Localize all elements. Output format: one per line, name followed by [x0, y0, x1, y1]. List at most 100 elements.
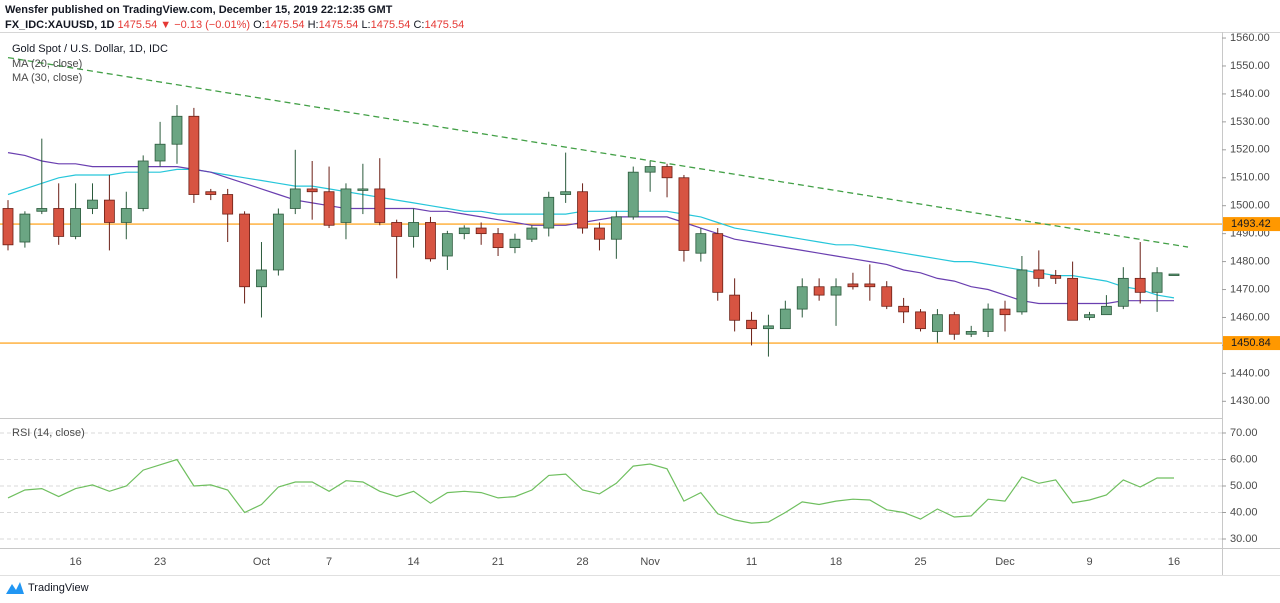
last-price: 1475.54 — [117, 19, 157, 31]
candle-body — [357, 188, 369, 191]
candle-body — [19, 213, 31, 243]
candle-body — [408, 222, 419, 237]
candle-body — [729, 294, 741, 321]
candle-body — [779, 308, 791, 330]
legend-entry: MA (30, close) — [12, 72, 82, 84]
x-tick-label: 7 — [326, 556, 332, 568]
rsi-line — [7, 458, 1174, 524]
y-tick-label: 50.00 — [1230, 480, 1258, 492]
candle-body — [1168, 273, 1180, 276]
x-tick-label: 18 — [830, 556, 842, 568]
author: Wensfer published on TradingView.com, De… — [5, 4, 393, 16]
y-tick-label: 60.00 — [1230, 453, 1258, 465]
candle-body — [560, 191, 572, 195]
candle-body — [864, 283, 876, 288]
y-tick-label: 40.00 — [1230, 506, 1258, 518]
level-label: 1450.84 — [1231, 337, 1271, 349]
level-label-bg — [1223, 336, 1280, 351]
candle-body — [70, 208, 81, 237]
candle-body — [103, 199, 115, 223]
candle-body — [830, 286, 842, 296]
candle-body — [425, 222, 436, 260]
candle-body — [594, 227, 605, 240]
candle-body — [120, 208, 132, 223]
y-tick-label: 1550.00 — [1230, 60, 1270, 72]
y-tick-label: 1530.00 — [1230, 116, 1270, 128]
x-tick-label: 16 — [69, 556, 81, 568]
y-tick-label: 1440.00 — [1230, 367, 1270, 379]
candle-body — [475, 227, 487, 235]
candle-body — [340, 188, 352, 223]
ohlc-value: 1475.54 — [265, 19, 305, 31]
x-tick-label: 21 — [492, 556, 504, 568]
x-tick-label: Dec — [995, 556, 1015, 568]
candle-body — [1084, 314, 1095, 318]
candle-body — [678, 177, 690, 251]
y-tick-label: 1460.00 — [1230, 311, 1270, 323]
y-tick-label: 1520.00 — [1230, 144, 1270, 156]
candle-body — [1151, 272, 1163, 293]
chart-title: Gold Spot / U.S. Dollar, 1D, IDC — [12, 43, 168, 55]
x-tick-label: 25 — [914, 556, 926, 568]
candle-body — [272, 213, 284, 271]
candle-body — [881, 286, 893, 307]
candle-body — [306, 188, 318, 193]
candle-body — [982, 308, 994, 332]
candle-body — [256, 269, 267, 288]
candle-body — [695, 233, 707, 254]
quote-line: FX_IDC:XAUUSD, 1D 1475.54 ▼ −0.13 (−0.01… — [5, 19, 464, 31]
change: −0.13 (−0.01%) — [174, 19, 250, 31]
indicator-title: RSI (14, close) — [12, 427, 85, 439]
symbol: FX_IDC:XAUUSD, 1D — [5, 19, 114, 31]
candle-body — [441, 233, 453, 257]
candle-body — [999, 308, 1011, 316]
candle-body — [171, 115, 183, 145]
ohlc-value: 1475.54 — [424, 19, 464, 31]
candle-body — [1050, 275, 1062, 279]
ohlc-label: H: — [308, 19, 319, 31]
trend-line — [7, 56, 1189, 248]
candle-body — [898, 305, 910, 313]
candle-body — [543, 196, 555, 229]
candle-body — [289, 188, 301, 209]
brand: TradingView — [28, 582, 89, 594]
candle-body — [1117, 277, 1129, 307]
candle-body — [53, 208, 65, 237]
candle-body — [323, 191, 335, 226]
y-tick-label: 30.00 — [1230, 533, 1258, 545]
candle-body — [1033, 269, 1045, 279]
y-tick-label: 1510.00 — [1230, 172, 1270, 184]
candle-body — [644, 166, 656, 173]
candle-body — [1134, 277, 1146, 293]
level-label-bg — [1223, 217, 1280, 232]
x-tick-label: Nov — [640, 556, 660, 568]
candle-body — [627, 171, 639, 218]
candle-body — [813, 286, 825, 296]
candle-body — [1101, 305, 1112, 316]
y-tick-label: 70.00 — [1230, 427, 1258, 439]
candle-body — [87, 199, 98, 209]
candle-body — [458, 227, 470, 235]
candle-body — [36, 208, 48, 212]
x-tick-label: 23 — [154, 556, 166, 568]
candle-body — [932, 314, 943, 332]
publish-line: Wensfer published on TradingView.com, De… — [5, 4, 393, 16]
legend-entry: MA (20, close) — [12, 58, 82, 70]
y-tick-label: 1540.00 — [1230, 88, 1270, 100]
candle-body — [1067, 277, 1079, 321]
candle-body — [661, 166, 673, 179]
candle-body — [577, 191, 588, 229]
ohlc-value: 1475.54 — [371, 19, 411, 31]
candle-body — [222, 194, 234, 215]
y-tick-label: 1430.00 — [1230, 395, 1270, 407]
candle-body — [188, 115, 200, 195]
y-tick-label: 1470.00 — [1230, 283, 1270, 295]
ohlc-label: C: — [413, 19, 424, 31]
candle-body — [610, 216, 622, 240]
candle-body — [1016, 269, 1028, 313]
y-tick-label: 1480.00 — [1230, 255, 1270, 267]
candle-body — [796, 286, 808, 310]
x-tick-label: 11 — [746, 556, 757, 568]
candle-body — [965, 331, 977, 335]
